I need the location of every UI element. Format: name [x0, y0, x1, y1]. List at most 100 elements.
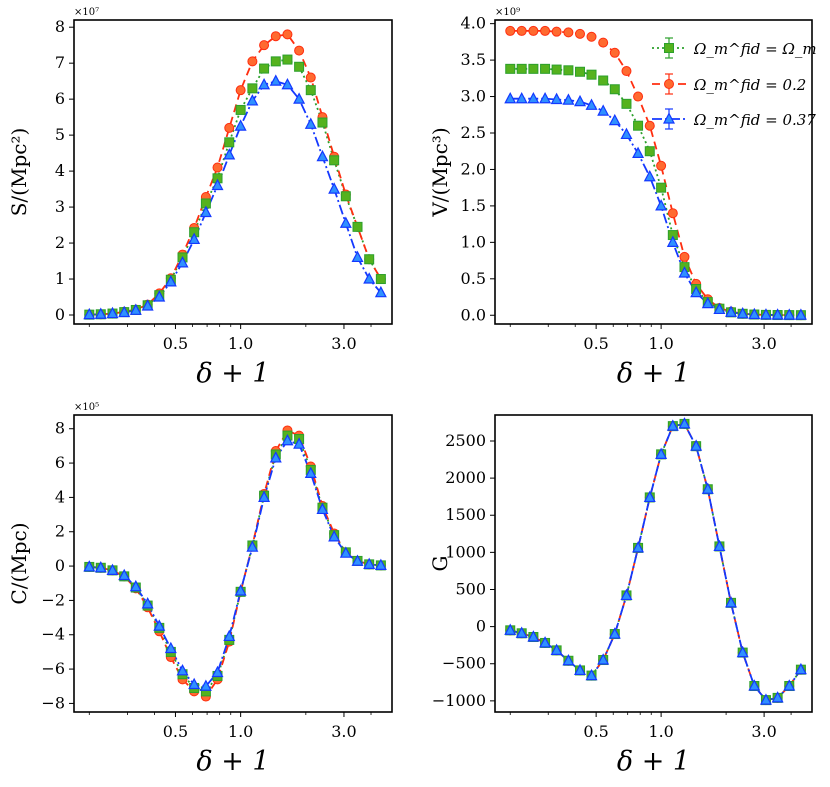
y-tick-label: −2 — [41, 590, 65, 609]
data-point — [527, 630, 540, 642]
data-point — [597, 104, 610, 116]
data-point — [633, 91, 644, 102]
data-point — [351, 250, 364, 263]
data-point — [258, 77, 271, 90]
data-point — [374, 558, 387, 570]
data-point — [129, 303, 142, 315]
x-tick-label: 0.5 — [163, 334, 188, 353]
data-point — [690, 285, 703, 298]
data-point — [597, 653, 610, 665]
data-point — [644, 120, 655, 131]
subplot-s-area: 0 1 2 3 4 5 6 7 8 0.5 1.0 3.0 ×10⁷ δ + 1 S/(Mpc²) — [7, 7, 393, 389]
data-point — [83, 307, 96, 320]
data-point — [666, 235, 679, 247]
data-point — [363, 272, 376, 284]
series-line — [509, 422, 802, 702]
y-tick-label: 0.0 — [461, 305, 486, 324]
data-point — [690, 439, 703, 451]
data-point — [713, 539, 726, 552]
data-point — [551, 26, 562, 37]
data-point — [329, 155, 340, 166]
x-tick-label: 1.0 — [648, 334, 673, 353]
x-tick-label: 0.5 — [163, 722, 188, 741]
data-point — [574, 94, 587, 107]
data-point — [351, 554, 364, 566]
data-point — [234, 584, 247, 596]
data-point — [656, 182, 667, 193]
y-tick-label: 4 — [55, 487, 65, 506]
data-point — [339, 216, 352, 228]
y-tick-label: 4 — [55, 161, 65, 180]
plot-area — [74, 415, 392, 712]
data-point — [247, 83, 258, 94]
data-point — [666, 419, 679, 431]
data-point — [550, 92, 563, 105]
data-point — [223, 629, 236, 642]
series-line — [510, 29, 801, 317]
data-point — [598, 75, 609, 86]
x-axis-label: δ + 1 — [196, 746, 269, 777]
y-tick-label: 6 — [55, 89, 65, 108]
data-point — [783, 308, 796, 320]
series-line — [89, 33, 382, 316]
data-point — [609, 84, 620, 95]
data-point — [246, 540, 259, 552]
series-group — [83, 425, 387, 702]
legend-marker — [663, 112, 675, 124]
y-axis-label: S/(Mpc²) — [7, 128, 31, 217]
data-point — [83, 560, 96, 572]
data-point — [129, 579, 142, 592]
x-tick-label: 0.5 — [583, 722, 608, 741]
x-axis-label: δ + 1 — [196, 358, 269, 389]
data-point — [562, 93, 575, 105]
x-axis-label: δ + 1 — [617, 358, 690, 389]
y-tick-label: 4.0 — [461, 14, 486, 33]
data-point — [725, 596, 738, 608]
x-tick-label: 1.0 — [228, 334, 253, 353]
data-point — [608, 627, 621, 639]
data-point — [516, 63, 527, 74]
data-point — [598, 37, 609, 48]
data-point — [736, 307, 749, 319]
data-point — [620, 127, 633, 140]
data-point — [515, 626, 528, 638]
data-point — [294, 61, 305, 72]
subplot-g-genus: −1000 −500 0 500 1000 1500 2000 2500 0.5 1.0 3.0 δ … — [428, 414, 813, 777]
data-point — [504, 623, 517, 635]
legend-label: Ω_m^fid = Ω_m — [693, 40, 817, 58]
legend: Ω_m^fid = Ω_m Ω_m^fid = 0.2 Ω_m^fid = 0.37 — [652, 37, 817, 130]
x-axis-label: δ + 1 — [617, 746, 690, 777]
y-tick-label: 8 — [55, 419, 65, 438]
data-point — [643, 169, 656, 182]
axis-multiplier: ×10⁵ — [74, 402, 99, 413]
x-tick-label: 1.0 — [648, 722, 673, 741]
y-tick-label: 2.0 — [461, 159, 486, 178]
data-point — [316, 149, 329, 162]
axis-multiplier: ×10⁹ — [495, 7, 520, 18]
data-point — [106, 563, 119, 575]
series-group — [504, 25, 807, 321]
data-point — [771, 308, 784, 320]
y-tick-label: −4 — [41, 625, 65, 644]
data-point — [339, 546, 352, 558]
data-point — [141, 299, 154, 311]
data-point — [678, 266, 691, 278]
data-point — [352, 221, 363, 232]
data-point — [305, 72, 316, 83]
y-axis-label: C/(Mpc) — [7, 522, 31, 604]
data-point — [188, 232, 201, 245]
data-point — [563, 65, 574, 76]
data-point — [199, 205, 212, 218]
series-group — [83, 29, 387, 320]
data-point — [586, 31, 597, 42]
data-point — [258, 490, 271, 503]
data-point — [759, 693, 772, 705]
y-tick-label: 1000 — [445, 542, 486, 561]
axis-multiplier: ×10⁷ — [74, 7, 99, 18]
data-point — [608, 113, 621, 126]
y-tick-label: 2000 — [445, 468, 486, 487]
y-tick-label: 3.5 — [461, 50, 486, 69]
data-point — [94, 561, 107, 573]
data-point — [118, 568, 131, 581]
